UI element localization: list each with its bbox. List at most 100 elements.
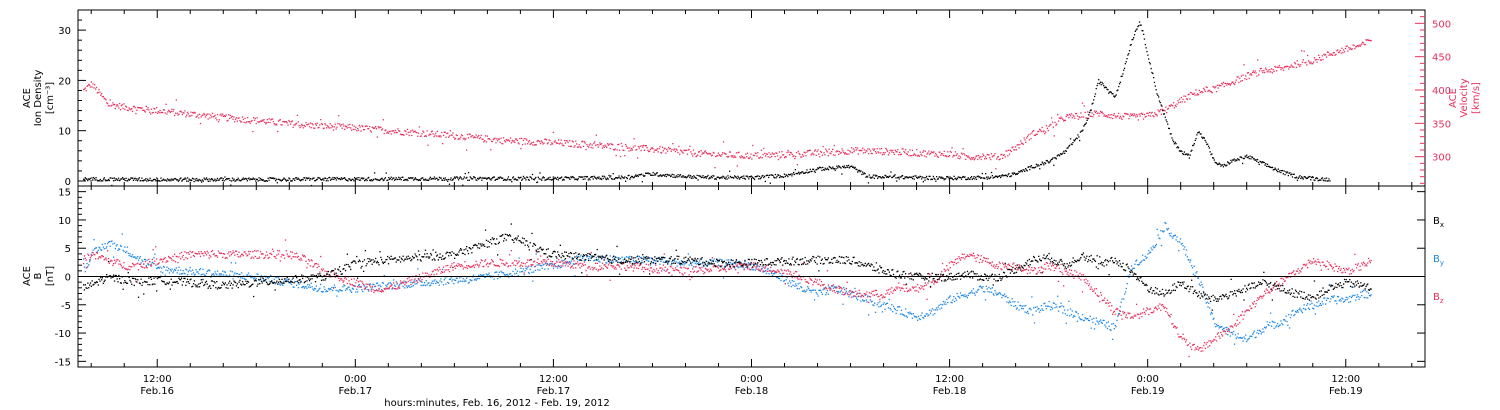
data-point bbox=[414, 177, 416, 179]
data-point bbox=[808, 289, 811, 291]
data-point bbox=[1074, 140, 1076, 142]
data-point bbox=[447, 132, 449, 134]
data-point bbox=[126, 246, 129, 248]
data-point bbox=[764, 152, 766, 154]
data-point bbox=[856, 299, 859, 301]
data-point bbox=[1031, 296, 1033, 298]
data-point bbox=[503, 274, 506, 276]
data-point bbox=[925, 156, 927, 158]
data-point bbox=[293, 124, 295, 126]
data-point bbox=[947, 176, 949, 178]
data-point bbox=[259, 256, 261, 258]
data-point bbox=[1081, 102, 1084, 104]
data-point bbox=[294, 253, 296, 255]
data-point bbox=[273, 255, 275, 258]
data-point bbox=[1153, 116, 1155, 118]
data-point bbox=[169, 269, 171, 271]
data-point bbox=[212, 180, 214, 182]
data-point bbox=[318, 288, 320, 290]
data-point bbox=[860, 300, 862, 302]
data-point bbox=[475, 179, 477, 181]
data-point bbox=[338, 277, 340, 279]
data-point bbox=[986, 288, 988, 290]
data-point bbox=[251, 256, 253, 258]
data-point bbox=[252, 177, 254, 179]
data-point bbox=[756, 175, 758, 177]
data-point bbox=[112, 177, 114, 179]
data-point bbox=[856, 168, 858, 171]
data-point bbox=[363, 177, 365, 179]
data-point bbox=[780, 156, 782, 158]
data-point bbox=[522, 139, 524, 142]
data-point bbox=[1079, 139, 1081, 142]
data-point bbox=[475, 279, 477, 281]
data-point bbox=[1000, 175, 1003, 177]
data-point bbox=[249, 275, 251, 277]
data-point bbox=[798, 152, 800, 154]
data-point bbox=[248, 121, 250, 123]
data-point bbox=[255, 250, 257, 252]
data-point bbox=[693, 175, 695, 177]
data-point bbox=[262, 280, 264, 282]
data-point bbox=[1106, 116, 1109, 118]
data-point bbox=[91, 86, 93, 88]
data-point bbox=[1327, 51, 1329, 53]
data-point bbox=[401, 281, 403, 284]
data-point bbox=[1247, 72, 1249, 74]
data-point bbox=[1197, 131, 1200, 134]
data-point bbox=[127, 109, 129, 112]
data-point bbox=[174, 253, 176, 255]
data-point bbox=[334, 177, 337, 179]
data-point bbox=[984, 177, 986, 180]
data-point bbox=[1066, 147, 1068, 149]
data-point bbox=[109, 260, 111, 262]
data-point bbox=[741, 266, 744, 268]
data-point bbox=[934, 313, 936, 315]
data-point bbox=[113, 104, 115, 106]
data-point bbox=[449, 179, 451, 181]
data-point bbox=[342, 177, 344, 180]
data-point bbox=[163, 258, 165, 260]
data-point bbox=[137, 262, 139, 264]
data-point bbox=[183, 272, 185, 274]
data-point bbox=[885, 175, 887, 177]
data-point bbox=[665, 260, 667, 262]
data-point bbox=[1178, 101, 1180, 104]
data-point bbox=[289, 255, 291, 257]
data-point bbox=[914, 175, 916, 177]
data-point bbox=[987, 154, 989, 156]
data-point bbox=[462, 178, 465, 180]
data-point bbox=[562, 144, 564, 147]
data-point bbox=[448, 278, 451, 280]
data-point bbox=[87, 179, 89, 182]
data-point bbox=[1099, 82, 1101, 85]
data-point bbox=[604, 176, 606, 178]
data-point bbox=[452, 278, 454, 281]
data-point bbox=[1311, 302, 1313, 304]
data-point bbox=[100, 249, 102, 251]
data-point bbox=[472, 176, 475, 178]
data-point bbox=[124, 246, 126, 248]
data-point bbox=[454, 177, 456, 179]
data-point bbox=[255, 180, 257, 182]
data-point bbox=[1185, 95, 1187, 97]
data-point bbox=[393, 282, 395, 284]
data-point bbox=[456, 134, 458, 137]
data-point bbox=[1140, 24, 1142, 26]
data-point bbox=[1206, 301, 1208, 303]
data-point bbox=[87, 265, 89, 268]
data-point bbox=[1046, 159, 1048, 162]
data-point bbox=[769, 182, 771, 184]
data-point bbox=[990, 288, 992, 290]
data-point bbox=[692, 149, 695, 151]
data-point bbox=[1183, 151, 1186, 153]
data-point bbox=[484, 259, 487, 261]
data-point bbox=[271, 118, 273, 120]
data-point bbox=[308, 177, 310, 179]
data-point bbox=[95, 251, 98, 254]
data-point bbox=[698, 175, 700, 177]
data-point bbox=[1280, 171, 1282, 174]
data-point bbox=[376, 178, 378, 181]
data-point bbox=[799, 282, 801, 284]
data-point bbox=[639, 145, 641, 147]
